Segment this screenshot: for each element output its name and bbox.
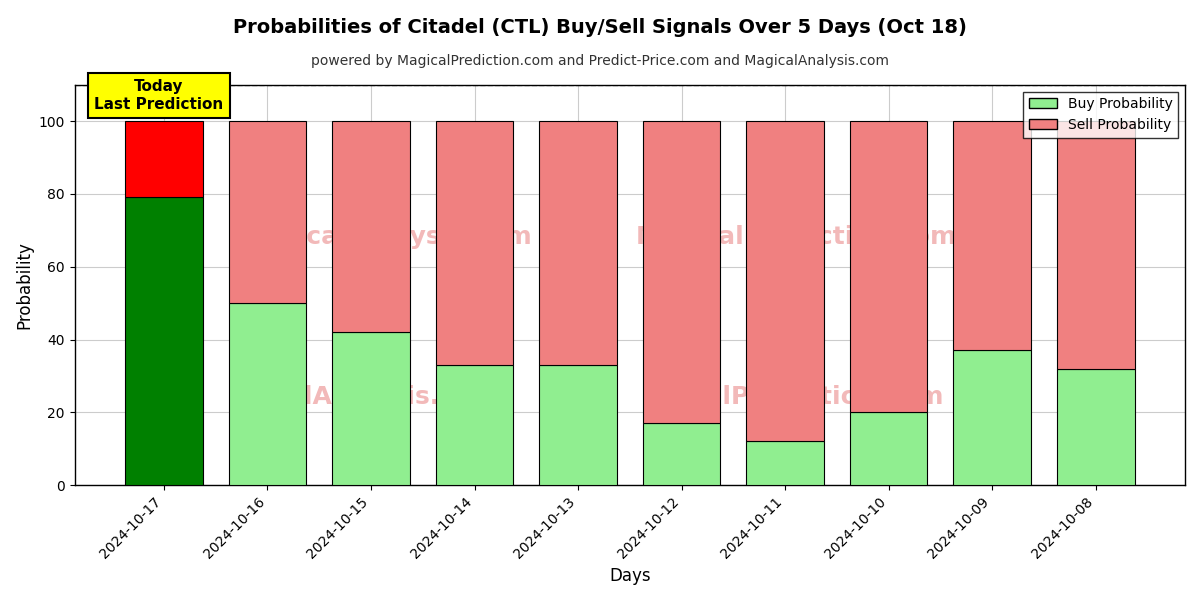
Bar [643, 423, 720, 485]
Bar [746, 121, 824, 442]
Bar [1057, 368, 1134, 485]
Bar [953, 350, 1031, 485]
Text: agicalPrediction.com: agicalPrediction.com [648, 385, 944, 409]
Bar [643, 121, 720, 423]
Bar [436, 121, 514, 365]
Bar [539, 121, 617, 365]
Legend: Buy Probability, Sell Probability: Buy Probability, Sell Probability [1024, 92, 1178, 137]
Bar [229, 121, 306, 303]
X-axis label: Days: Days [610, 567, 650, 585]
Bar [436, 365, 514, 485]
Bar [1057, 121, 1134, 368]
Bar [850, 121, 928, 412]
Bar [125, 197, 203, 485]
Text: MagicalPrediction.com: MagicalPrediction.com [636, 225, 958, 249]
Text: powered by MagicalPrediction.com and Predict-Price.com and MagicalAnalysis.com: powered by MagicalPrediction.com and Pre… [311, 54, 889, 68]
Bar [332, 332, 410, 485]
Bar [539, 365, 617, 485]
Text: Probabilities of Citadel (CTL) Buy/Sell Signals Over 5 Days (Oct 18): Probabilities of Citadel (CTL) Buy/Sell … [233, 18, 967, 37]
Bar [332, 121, 410, 332]
Bar [746, 442, 824, 485]
Text: calAnalysis.com: calAnalysis.com [272, 385, 498, 409]
Bar [229, 303, 306, 485]
Bar [125, 121, 203, 197]
Bar [850, 412, 928, 485]
Y-axis label: Probability: Probability [16, 241, 34, 329]
Text: Today
Last Prediction: Today Last Prediction [94, 79, 223, 112]
Text: MagicalAnalysis.com: MagicalAnalysis.com [239, 225, 533, 249]
Bar [953, 121, 1031, 350]
